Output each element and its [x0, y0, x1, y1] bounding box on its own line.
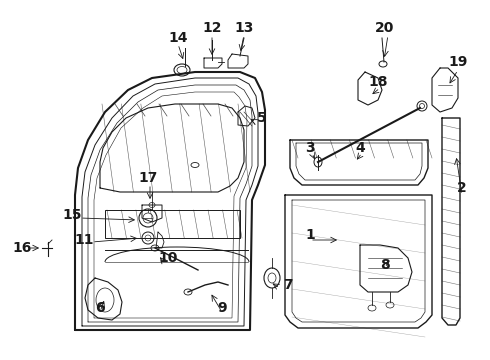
Text: 1: 1 — [305, 228, 315, 242]
Text: 5: 5 — [257, 111, 267, 125]
Text: 16: 16 — [12, 241, 32, 255]
Text: 17: 17 — [138, 171, 158, 185]
Text: 13: 13 — [234, 21, 254, 35]
Text: 7: 7 — [283, 278, 293, 292]
Text: 19: 19 — [448, 55, 467, 69]
Text: 14: 14 — [168, 31, 188, 45]
Text: 12: 12 — [202, 21, 222, 35]
Text: 6: 6 — [95, 301, 105, 315]
Text: 18: 18 — [368, 75, 388, 89]
Text: 9: 9 — [217, 301, 227, 315]
Text: 2: 2 — [457, 181, 467, 195]
Bar — [105, 210, 240, 238]
Text: 11: 11 — [74, 233, 94, 247]
Text: 4: 4 — [355, 141, 365, 155]
Text: 3: 3 — [305, 141, 315, 155]
Text: 15: 15 — [62, 208, 82, 222]
Text: 20: 20 — [375, 21, 394, 35]
Text: 8: 8 — [380, 258, 390, 272]
Text: 10: 10 — [158, 251, 178, 265]
